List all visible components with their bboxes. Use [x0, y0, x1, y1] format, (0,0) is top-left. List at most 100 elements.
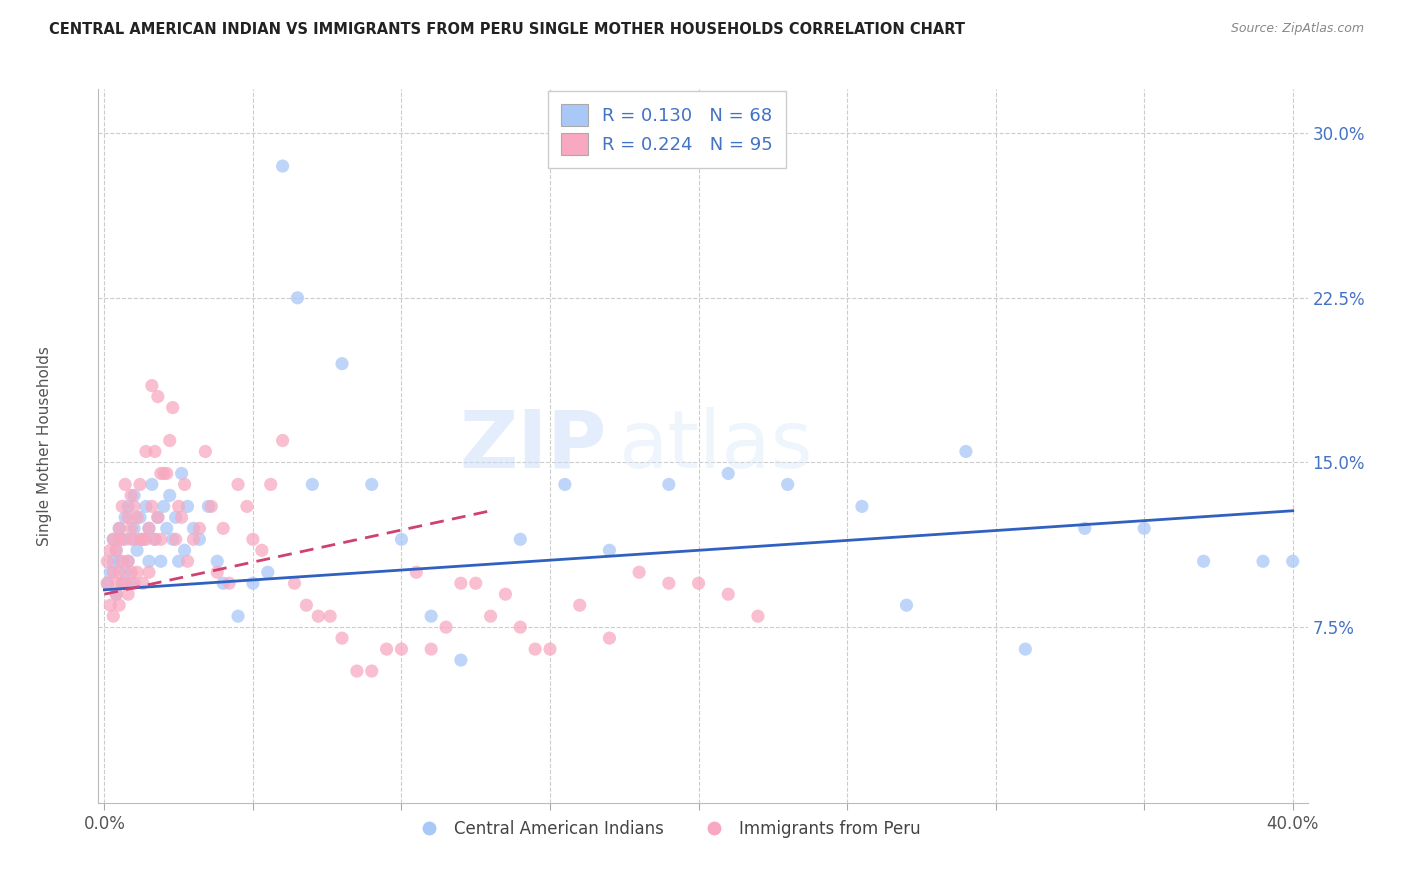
Point [568, 598, 591, 612]
Point [132, 533, 155, 547]
Point [183, 533, 205, 547]
Point [183, 521, 205, 535]
Point [103, 533, 125, 547]
Point [167, 500, 190, 514]
Point [122, 500, 145, 514]
Point [114, 477, 136, 491]
Point [98, 598, 121, 612]
Point [200, 500, 222, 514]
Point [108, 521, 131, 535]
Point [628, 566, 651, 580]
Text: Source: ZipAtlas.com: Source: ZipAtlas.com [1230, 22, 1364, 36]
Point [96, 576, 118, 591]
Point [111, 554, 134, 568]
Point [260, 477, 283, 491]
Point [129, 533, 152, 547]
Point [98, 566, 121, 580]
Point [105, 587, 128, 601]
Point [120, 488, 142, 502]
Point [851, 500, 873, 514]
Point [330, 631, 353, 645]
Point [212, 576, 235, 591]
Point [405, 566, 427, 580]
Point [122, 533, 145, 547]
Point [717, 587, 740, 601]
Point [138, 566, 160, 580]
Point [524, 642, 547, 657]
Point [152, 467, 174, 481]
Point [111, 500, 134, 514]
Point [170, 467, 193, 481]
Point [103, 533, 125, 547]
Point [256, 566, 278, 580]
Point [98, 543, 121, 558]
Point [141, 378, 163, 392]
Point [197, 500, 219, 514]
Point [173, 477, 195, 491]
Point [149, 554, 172, 568]
Point [146, 510, 169, 524]
Point [188, 521, 211, 535]
Point [360, 477, 382, 491]
Legend: Central American Indians, Immigrants from Peru: Central American Indians, Immigrants fro… [406, 814, 928, 845]
Point [111, 576, 134, 591]
Point [135, 533, 157, 547]
Point [479, 609, 502, 624]
Text: atlas: atlas [619, 407, 813, 485]
Point [955, 444, 977, 458]
Point [141, 477, 163, 491]
Point [226, 609, 249, 624]
Point [120, 576, 142, 591]
Point [162, 401, 184, 415]
Point [156, 521, 179, 535]
Point [250, 543, 273, 558]
Point [162, 533, 184, 547]
Point [156, 467, 179, 481]
Point [141, 500, 163, 514]
Point [111, 576, 134, 591]
Point [149, 533, 172, 547]
Point [1251, 554, 1274, 568]
Point [138, 521, 160, 535]
Point [120, 521, 142, 535]
Point [152, 500, 174, 514]
Point [776, 477, 799, 491]
Point [598, 543, 620, 558]
Point [242, 576, 264, 591]
Point [330, 357, 353, 371]
Point [509, 533, 531, 547]
Point [117, 554, 139, 568]
Point [658, 576, 681, 591]
Point [509, 620, 531, 634]
Point [194, 444, 217, 458]
Point [464, 576, 486, 591]
Point [173, 543, 195, 558]
Point [319, 609, 342, 624]
Point [176, 554, 198, 568]
Point [117, 587, 139, 601]
Point [122, 488, 145, 502]
Point [170, 510, 193, 524]
Point [146, 390, 169, 404]
Point [207, 554, 229, 568]
Point [132, 533, 155, 547]
Point [108, 533, 131, 547]
Point [165, 510, 187, 524]
Point [96, 576, 118, 591]
Point [120, 566, 142, 580]
Point [226, 477, 249, 491]
Point [111, 533, 134, 547]
Point [105, 543, 128, 558]
Point [212, 521, 235, 535]
Point [271, 159, 294, 173]
Point [138, 554, 160, 568]
Point [1014, 642, 1036, 657]
Point [494, 587, 516, 601]
Point [149, 467, 172, 481]
Point [747, 609, 769, 624]
Point [120, 533, 142, 547]
Point [103, 609, 125, 624]
Point [242, 533, 264, 547]
Point [108, 554, 131, 568]
Point [108, 566, 131, 580]
